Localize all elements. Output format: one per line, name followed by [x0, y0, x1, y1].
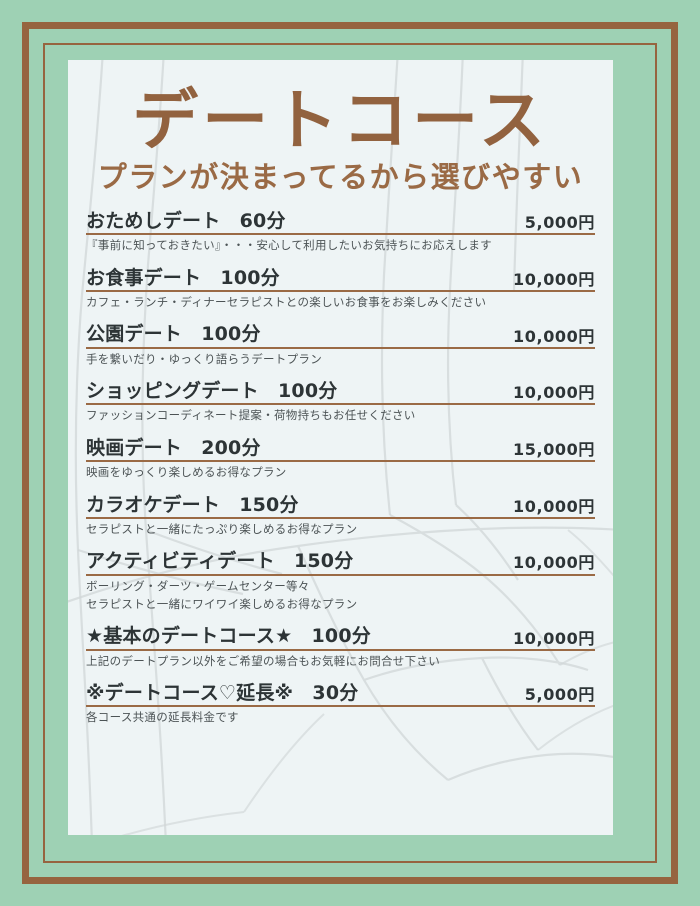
content-panel: デートコース プランが決まってるから選びやすい おためしデート 60分 5,00… [68, 60, 613, 835]
list-item[interactable]: アクティビティデート 150分 10,000円 ボーリング・ダーツ・ゲームセンタ… [86, 550, 595, 612]
menu-row: アクティビティデート 150分 10,000円 [86, 550, 595, 576]
item-price: 5,000円 [524, 213, 595, 233]
menu-row: カラオケデート 150分 10,000円 [86, 494, 595, 519]
item-price: 10,000円 [513, 326, 595, 346]
item-name: カラオケデート 150分 [86, 493, 299, 516]
outer-frame-border [22, 22, 678, 884]
menu-list: おためしデート 60分 5,000円 『事前に知っておきたい』・・・安心して利用… [86, 210, 595, 726]
menu-row: おためしデート 60分 5,000円 [86, 209, 595, 236]
item-price: 15,000円 [513, 440, 595, 459]
list-item[interactable]: ショッピングデート 100分 10,000円 ファッションコーディネート提案・荷… [86, 380, 595, 424]
list-item[interactable]: お食事デート 100分 10,000円 カフェ・ランチ・ディナーセラピストとの楽… [86, 267, 595, 311]
item-price: 10,000円 [513, 496, 595, 516]
menu-row: ※デートコース♡延長※ 30分 5,000円 [86, 682, 595, 708]
item-description: セラピストと一緒にたっぷり楽しめるお得なプラン [86, 521, 358, 536]
item-name: ※デートコース♡延長※ 30分 [86, 682, 359, 705]
list-item[interactable]: おためしデート 60分 5,000円 『事前に知っておきたい』・・・安心して利用… [86, 210, 595, 254]
item-price: 10,000円 [513, 628, 595, 648]
menu-row: ショッピングデート 100分 10,000円 [86, 380, 595, 406]
menu-row: ★基本のデートコース★ 100分 10,000円 [86, 625, 595, 651]
item-name: おためしデート 60分 [86, 209, 286, 232]
item-name: 公園デート 100分 [86, 323, 261, 346]
item-description: 『事前に知っておきたい』・・・安心して利用したいお気持ちにお応えします [86, 238, 492, 253]
inner-frame-line [43, 43, 657, 863]
item-name: 映画デート 200分 [86, 436, 261, 459]
item-description: 映画をゆっくり楽しめるお得なプラン [86, 465, 287, 480]
list-item[interactable]: カラオケデート 150分 10,000円 セラピストと一緒にたっぷり楽しめるお得… [86, 494, 595, 538]
item-description: ボーリング・ダーツ・ゲームセンター等々 [86, 578, 310, 593]
item-name: ショッピングデート 100分 [86, 380, 338, 403]
list-item[interactable]: ※デートコース♡延長※ 30分 5,000円 各コース共通の延長料金です [86, 682, 595, 726]
list-item[interactable]: 映画デート 200分 15,000円 映画をゆっくり楽しめるお得なプラン [86, 437, 595, 481]
page-title: デートコース [132, 82, 549, 159]
item-name: ★基本のデートコース★ 100分 [86, 625, 371, 648]
menu-row: 公園デート 100分 10,000円 [86, 323, 595, 349]
item-name: お食事デート 100分 [86, 266, 280, 289]
item-description: カフェ・ランチ・ディナーセラピストとの楽しいお食事をお楽しみください [86, 294, 487, 309]
item-description: ファッションコーディネート提案・荷物持ちもお任せください [86, 408, 416, 423]
item-description-line2: セラピストと一緒にワイワイ楽しめるお得なプラン [86, 596, 358, 611]
item-price: 10,000円 [513, 383, 595, 403]
item-description: 各コース共通の延長料金です [86, 710, 239, 725]
item-price: 10,000円 [513, 269, 595, 289]
panel-content: デートコース プランが決まってるから選びやすい おためしデート 60分 5,00… [68, 60, 613, 835]
item-name: アクティビティデート 150分 [86, 550, 354, 573]
page-subtitle: プランが決まってるから選びやすい [97, 159, 584, 194]
menu-row: 映画デート 200分 15,000円 [86, 436, 595, 463]
item-price: 5,000円 [524, 685, 595, 705]
list-item[interactable]: 公園デート 100分 10,000円 手を繋いだり・ゆっくり語らうデートプラン [86, 323, 595, 367]
menu-row: お食事デート 100分 10,000円 [86, 267, 595, 292]
list-item[interactable]: ★基本のデートコース★ 100分 10,000円 上記のデートプラン以外をご希望… [86, 625, 595, 669]
item-description: 手を繋いだり・ゆっくり語らうデートプラン [86, 351, 322, 366]
item-description: 上記のデートプラン以外をご希望の場合もお気軽にお問合せ下さい [86, 653, 440, 668]
item-price: 10,000円 [513, 553, 595, 573]
